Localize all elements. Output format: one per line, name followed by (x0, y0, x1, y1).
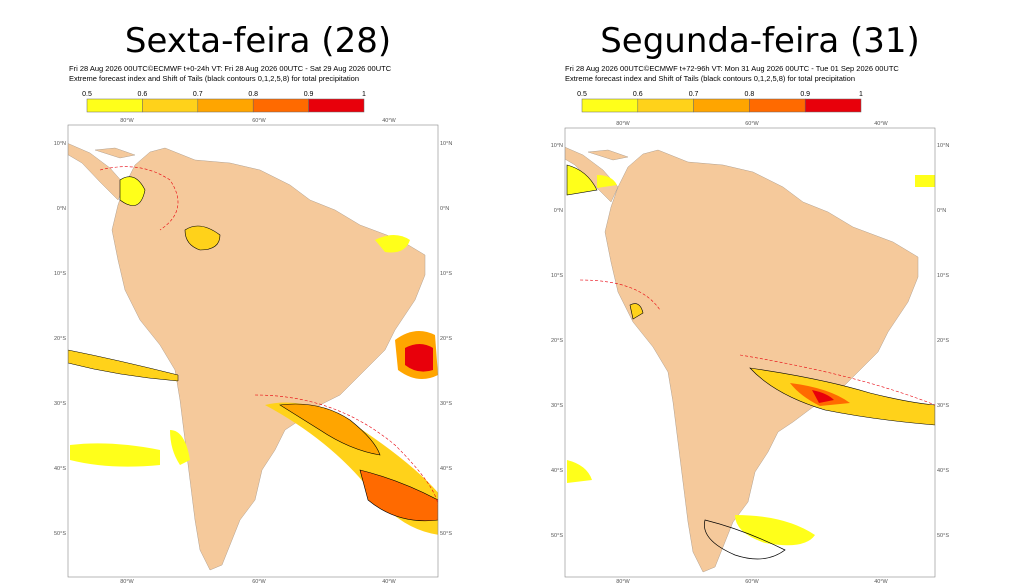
lat-label: 0°N (57, 206, 66, 212)
lat-label: 10°S (937, 273, 949, 279)
map-frame (564, 127, 936, 578)
colorbar-label: 0.5 (577, 91, 587, 98)
lat-label: 50°S (937, 533, 949, 539)
lat-label: 10°N (937, 143, 949, 149)
lat-label: 10°S (551, 273, 563, 279)
lon-label: 40°W (874, 579, 888, 585)
lat-label: 10°N (54, 141, 66, 147)
lat-label: 30°S (937, 403, 949, 409)
colorbar-segment (581, 98, 639, 113)
lat-label: 40°S (937, 468, 949, 474)
lon-label: 80°W (120, 579, 134, 585)
colorbar-label: 0.7 (193, 91, 203, 98)
lon-label: 60°W (745, 579, 759, 585)
lon-label: 60°W (252, 579, 266, 585)
lat-label: 50°S (440, 531, 452, 537)
colorbar-label: 0.8 (745, 91, 755, 98)
colorbar-segment (308, 98, 365, 113)
lon-label: 40°W (382, 118, 396, 124)
lon-label: 60°W (252, 118, 266, 124)
colorbar-label: 1 (362, 91, 366, 98)
lat-label: 10°S (440, 271, 452, 277)
lat-label: 0°N (440, 206, 449, 212)
header-line: Extreme forecast index and Shift of Tail… (565, 74, 855, 83)
colorbar-label: 1 (859, 91, 863, 98)
lat-label: 10°N (551, 143, 563, 149)
colorbar-segment (86, 98, 143, 113)
lat-label: 10°N (440, 141, 452, 147)
colorbar-segment (749, 98, 806, 113)
lat-label: 20°S (551, 338, 563, 344)
colorbar-segment (142, 98, 199, 113)
lat-label: 0°N (937, 208, 946, 214)
lon-label: 40°W (382, 579, 396, 585)
lat-label: 50°S (54, 531, 66, 537)
lon-label: 80°W (616, 579, 630, 585)
colorbar-label: 0.7 (689, 91, 699, 98)
colorbar-label: 0.9 (304, 91, 314, 98)
colorbar-label: 0.9 (800, 91, 810, 98)
panel-title: Segunda-feira (31) (600, 21, 920, 61)
lat-label: 10°S (54, 271, 66, 277)
lat-label: 40°S (551, 468, 563, 474)
lon-label: 40°W (874, 121, 888, 127)
lat-label: 30°S (551, 403, 563, 409)
colorbar-segment (693, 98, 750, 113)
colorbar-label: 0.6 (138, 91, 148, 98)
map-right (565, 128, 935, 577)
lon-label: 80°W (616, 121, 630, 127)
lat-label: 40°S (54, 466, 66, 472)
lat-label: 30°S (54, 401, 66, 407)
lat-label: 50°S (551, 533, 563, 539)
header-line: Extreme forecast index and Shift of Tail… (69, 74, 359, 83)
panel-title: Sexta-feira (28) (125, 21, 391, 61)
lon-label: 60°W (745, 121, 759, 127)
colorbar-segment (637, 98, 694, 113)
header-line: Fri 28 Aug 2026 00UTC©ECMWF t+0-24h VT: … (69, 64, 392, 73)
lat-label: 20°S (440, 336, 452, 342)
lat-label: 20°S (937, 338, 949, 344)
map-left (68, 125, 438, 577)
header-line: Fri 28 Aug 2026 00UTC©ECMWF t+72-96h VT:… (565, 64, 899, 73)
colorbar-label: 0.5 (82, 91, 92, 98)
colorbar-segment (252, 98, 309, 113)
lat-label: 0°N (554, 208, 563, 214)
colorbar-segment (197, 98, 254, 113)
colorbar-label: 0.8 (248, 91, 258, 98)
lat-label: 40°S (440, 466, 452, 472)
lat-label: 30°S (440, 401, 452, 407)
colorbar-label: 0.6 (633, 91, 643, 98)
map-frame (67, 124, 439, 578)
lon-label: 80°W (120, 118, 134, 124)
lat-label: 20°S (54, 336, 66, 342)
colorbar-segment (804, 98, 862, 113)
